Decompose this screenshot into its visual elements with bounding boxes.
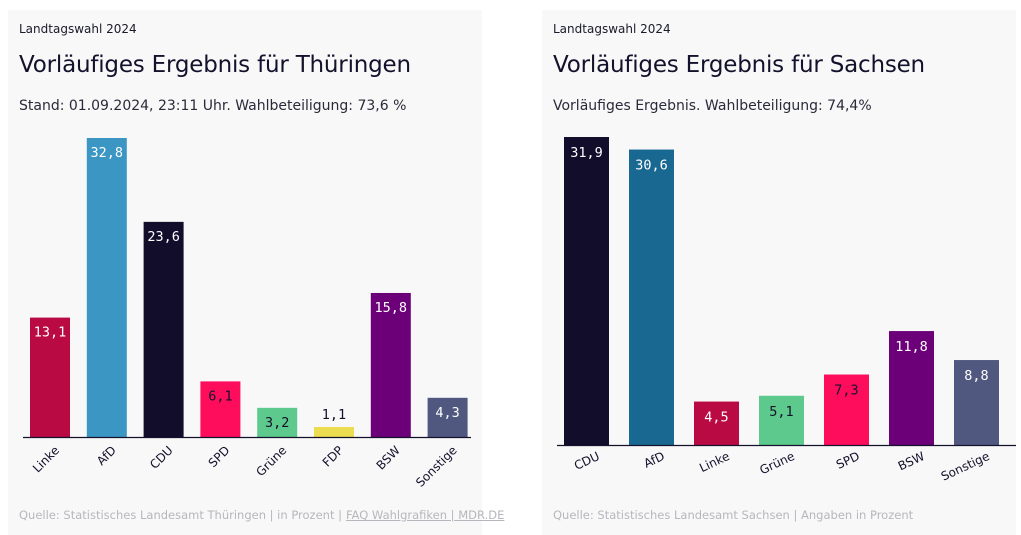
bar-cdu bbox=[564, 137, 609, 445]
value-label: 7,3 bbox=[834, 383, 858, 399]
bar-cdu bbox=[143, 221, 184, 437]
category-label: Sonstige bbox=[413, 443, 460, 490]
value-label: 8,8 bbox=[964, 368, 988, 384]
category-label: CDU bbox=[147, 443, 176, 472]
value-label: 13,1 bbox=[34, 325, 67, 341]
value-label: 3,2 bbox=[265, 415, 289, 431]
bar-grüne bbox=[257, 407, 298, 437]
source-note: Quelle: Statistisches Landesamt Sachsen … bbox=[553, 508, 914, 522]
category-label: AfD bbox=[642, 449, 667, 471]
value-label: 1,1 bbox=[322, 407, 346, 423]
value-label: 6,1 bbox=[208, 388, 232, 404]
category-label: Linke bbox=[697, 449, 731, 475]
category-label: Linke bbox=[30, 443, 62, 475]
bar-spd bbox=[200, 381, 241, 437]
bar-afd bbox=[86, 138, 127, 437]
bar-sonstige bbox=[427, 397, 468, 437]
bar-linke bbox=[694, 401, 739, 445]
bar-fdp bbox=[314, 426, 354, 437]
category-label: SPD bbox=[834, 449, 862, 472]
bar-bsw bbox=[370, 292, 411, 437]
category-label: Grüne bbox=[253, 443, 289, 479]
value-label: 32,8 bbox=[91, 145, 124, 161]
value-label: 4,3 bbox=[435, 405, 459, 421]
chart-kicker: Landtagswahl 2024 bbox=[19, 22, 137, 36]
faq-link[interactable]: FAQ Wahlgrafiken | MDR.DE bbox=[346, 508, 505, 522]
category-label: BSW bbox=[374, 443, 403, 472]
bar-afd bbox=[629, 149, 674, 445]
chart-kicker: Landtagswahl 2024 bbox=[553, 22, 671, 36]
source-note: Quelle: Statistisches Landesamt Thüringe… bbox=[19, 508, 342, 522]
bar-sonstige bbox=[954, 360, 999, 445]
value-label: 23,6 bbox=[147, 229, 180, 245]
chart-footer: Quelle: Statistisches Landesamt Sachsen … bbox=[553, 508, 913, 522]
category-label: AfD bbox=[94, 443, 119, 468]
chart-footer: Quelle: Statistisches Landesamt Thüringe… bbox=[19, 508, 504, 522]
value-label: 5,1 bbox=[769, 404, 793, 420]
bar-bsw bbox=[889, 331, 934, 445]
bar-chart-sachsen: 31,9 CDU 30,6 AfD 4,5 Linke 5,1 Grüne 7,3 SPD 11,8… bbox=[557, 137, 1016, 484]
category-label: Sonstige bbox=[939, 449, 992, 484]
chart-title: Vorläufiges Ergebnis für Sachsen bbox=[553, 52, 925, 78]
value-label: 31,9 bbox=[570, 145, 603, 161]
category-label: FDP bbox=[320, 443, 346, 469]
chart-subtitle: Vorläufiges Ergebnis. Wahlbeteiligung: 7… bbox=[553, 98, 872, 114]
chart-title: Vorläufiges Ergebnis für Thüringen bbox=[19, 52, 411, 78]
category-label: SPD bbox=[206, 443, 233, 470]
bar-grüne bbox=[759, 395, 804, 445]
value-label: 30,6 bbox=[635, 158, 668, 174]
chart-card-sachsen: Landtagswahl 2024 Vorläufiges Ergebnis f… bbox=[542, 10, 1016, 535]
bar-spd bbox=[824, 374, 869, 445]
value-label: 15,8 bbox=[375, 300, 408, 316]
bar-linke bbox=[30, 317, 70, 437]
value-label: 11,8 bbox=[895, 339, 928, 355]
category-label: Grüne bbox=[757, 449, 796, 477]
category-label: BSW bbox=[896, 449, 927, 473]
value-label: 4,5 bbox=[704, 410, 728, 426]
category-label: CDU bbox=[572, 449, 602, 473]
chart-subtitle: Stand: 01.09.2024, 23:11 Uhr. Wahlbeteil… bbox=[19, 98, 407, 114]
chart-card-thueringen: Landtagswahl 2024 Vorläufiges Ergebnis f… bbox=[8, 10, 504, 535]
bar-chart-thueringen: 13,1 Linke 32,8 AfD 23,6 CDU 6,1 SPD 3,2 Grüne 1,1… bbox=[23, 138, 471, 490]
